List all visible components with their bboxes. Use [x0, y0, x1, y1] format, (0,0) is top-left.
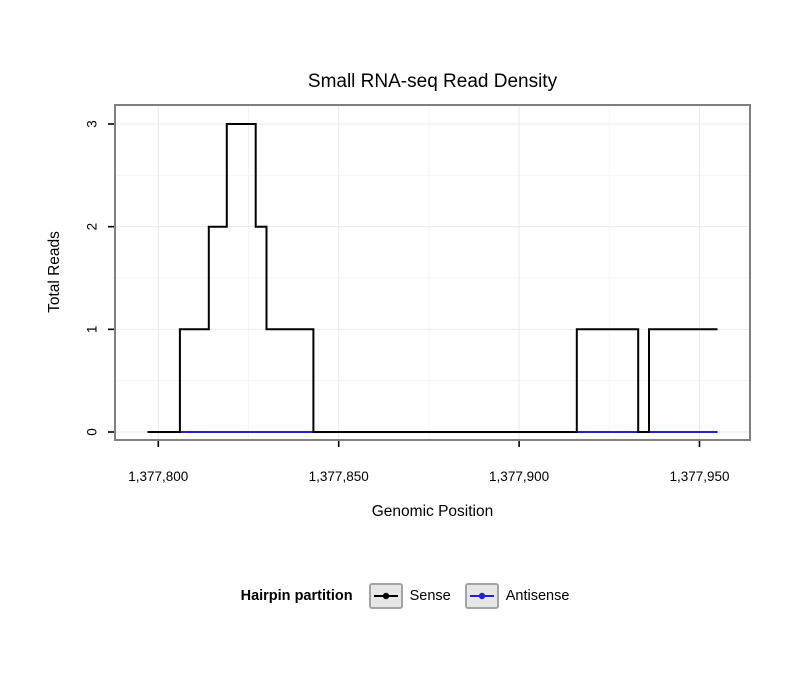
legend-key-glyph	[469, 592, 494, 600]
x-tick-label: 1,377,950	[669, 469, 729, 484]
y-axis-label: Total Reads	[46, 231, 63, 313]
chart-title: Small RNA-seq Read Density	[307, 71, 558, 92]
legend-entry-antisense: Antisense	[464, 583, 570, 609]
y-tick-label: 1	[85, 326, 100, 334]
legend-key-dot	[382, 592, 389, 600]
x-tick-label: 1,377,800	[128, 469, 188, 484]
legend-label-sense: Sense	[409, 588, 451, 604]
x-tick-label: 1,377,900	[489, 469, 549, 484]
x-tick-label: 1,377,850	[309, 469, 369, 484]
legend-title: Hairpin partition	[240, 588, 353, 604]
legend-entry-sense: Sense	[368, 583, 451, 609]
series-line-sense	[147, 123, 718, 433]
legend: Hairpin partition Sense Antisense	[0, 583, 810, 609]
y-tick-label: 0	[85, 428, 100, 436]
y-tick-label: 2	[85, 223, 100, 231]
y-tick-label: 3	[85, 120, 100, 128]
legend-key-antisense	[464, 583, 499, 609]
plot-area: 1,377,800 1,377,850 1,377,900 1,377,950 0 1 2 3	[85, 104, 751, 484]
panel-border	[114, 104, 751, 441]
legend-label-antisense: Antisense	[505, 588, 570, 604]
legend-key-sense	[368, 583, 403, 609]
legend-key-glyph	[373, 592, 398, 600]
legend-entries: Sense Antisense	[368, 583, 570, 609]
legend-key-dot	[478, 592, 485, 600]
x-axis-label: Genomic Position	[371, 503, 494, 520]
